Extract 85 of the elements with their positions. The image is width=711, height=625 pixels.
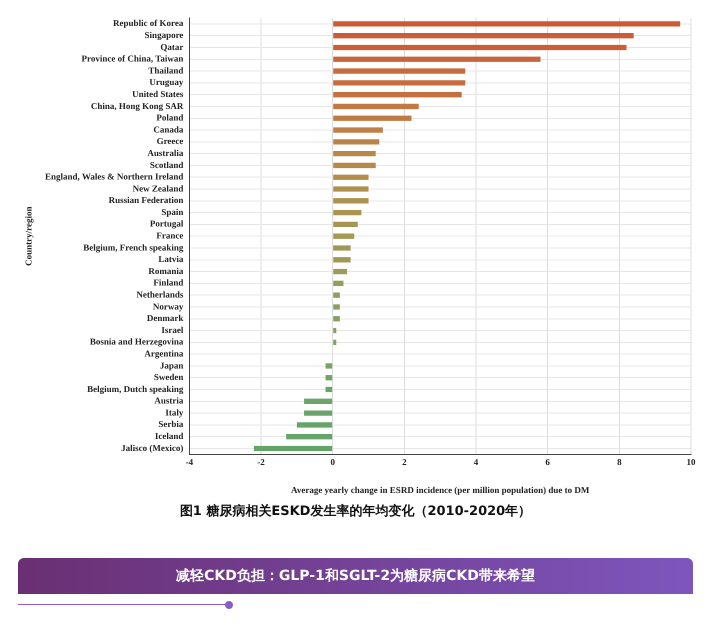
- bar: [333, 150, 376, 156]
- bar: [333, 174, 369, 180]
- bar: [333, 328, 336, 334]
- y-tick-label: Austria: [154, 396, 184, 406]
- bar: [333, 21, 680, 27]
- bar: [286, 434, 332, 440]
- bar: [333, 139, 380, 144]
- x-axis-title: Average yearly change in ESRD incidence (per million population) due to DM: [290, 484, 590, 495]
- y-tick-label: Italy: [165, 407, 184, 418]
- y-tick-label: France: [156, 230, 184, 241]
- bar: [333, 245, 351, 251]
- y-tick-label: Iceland: [154, 431, 184, 442]
- y-tick-label: Latvia: [158, 254, 184, 264]
- bar: [333, 186, 369, 192]
- y-tick-label: Finland: [153, 278, 184, 288]
- y-tick-label: Scotland: [150, 160, 184, 170]
- y-tick-label: Norway: [152, 301, 184, 312]
- bar: [333, 257, 351, 262]
- y-tick-label: Netherlands: [136, 290, 184, 300]
- y-tick-label: England, Wales & Northern Ireland: [44, 172, 184, 182]
- bar: [326, 375, 332, 380]
- y-tick-label: Australia: [147, 148, 184, 158]
- x-tick-label: 4: [474, 457, 479, 468]
- y-tick-label: Sweden: [154, 372, 184, 382]
- bar: [333, 104, 419, 110]
- y-tick-label: Uruguay: [149, 77, 184, 88]
- bar: [333, 304, 340, 310]
- y-tick-label: China, Hong Kong SAR: [90, 100, 184, 111]
- bar: [333, 33, 634, 38]
- y-tick-label: Russian Federation: [108, 195, 184, 206]
- text: 减轻CKD负担：GLP-1和SGLT-2为糖尿病CKD带来希望: [18, 558, 693, 594]
- y-tick-label: Portugal: [150, 218, 184, 229]
- bar: [333, 234, 354, 239]
- bar: [333, 80, 466, 86]
- bar: [333, 198, 369, 204]
- y-tick-label: Spain: [161, 206, 184, 217]
- bar: [333, 68, 466, 74]
- y-tick-label: New Zealand: [132, 183, 184, 194]
- bar: [333, 210, 362, 216]
- bar: [333, 162, 376, 168]
- x-tick-label: 2: [402, 457, 408, 468]
- y-tick-label: Thailand: [148, 65, 184, 76]
- bar: [333, 316, 340, 322]
- bar: [333, 116, 412, 121]
- y-tick-label: Israel: [161, 324, 184, 335]
- y-tick-label: Belgium, Dutch speaking: [87, 384, 184, 394]
- bar: [296, 422, 332, 428]
- y-tick-label: Romania: [148, 266, 184, 276]
- bar: [333, 56, 541, 62]
- bar: [304, 398, 332, 404]
- x-tick-label: 8: [617, 457, 622, 468]
- y-tick-label: Province of China, Taiwan: [82, 54, 184, 64]
- x-tick-label: -2: [257, 457, 266, 468]
- y-tick-label: United States: [132, 88, 184, 99]
- bar: [333, 44, 627, 50]
- x-tick-label: -4: [186, 457, 194, 468]
- y-axis-title: Country/region: [24, 206, 34, 266]
- caption: 图1 糖尿病相关ESKD发生率的年均变化（2010-2020年）: [178, 502, 532, 521]
- y-tick-label: Poland: [156, 112, 184, 123]
- bar: [333, 222, 358, 228]
- bar: [254, 446, 332, 452]
- bar: [326, 363, 332, 369]
- y-tick-label: Japan: [160, 360, 184, 370]
- bar: [333, 268, 348, 274]
- y-tick-label: Bosnia and Herzegovina: [90, 336, 184, 347]
- y-tick-label: Belgium, French speaking: [83, 242, 184, 252]
- y-tick-label: Qatar: [160, 42, 184, 52]
- y-tick-label: Denmark: [146, 313, 184, 324]
- y-tick-label: Canada: [153, 124, 184, 134]
- bar: [333, 127, 383, 133]
- bar: [333, 92, 462, 98]
- bar: [333, 292, 340, 298]
- x-tick-label: 6: [545, 457, 550, 468]
- bar: [333, 280, 344, 286]
- y-tick-label: Serbia: [158, 419, 184, 430]
- bar: [304, 410, 332, 416]
- y-tick-label: Greece: [156, 136, 184, 146]
- x-tick-label: 0: [330, 457, 336, 468]
- bar: [333, 340, 336, 346]
- y-tick-label: Singapore: [144, 30, 184, 40]
- y-tick-label: Republic of Korea: [113, 18, 184, 28]
- y-tick-label: Argentina: [144, 348, 184, 358]
- bar: [326, 386, 332, 392]
- y-tick-label: Jalisco (Mexico): [121, 442, 184, 453]
- x-tick-label: 10: [686, 457, 696, 468]
